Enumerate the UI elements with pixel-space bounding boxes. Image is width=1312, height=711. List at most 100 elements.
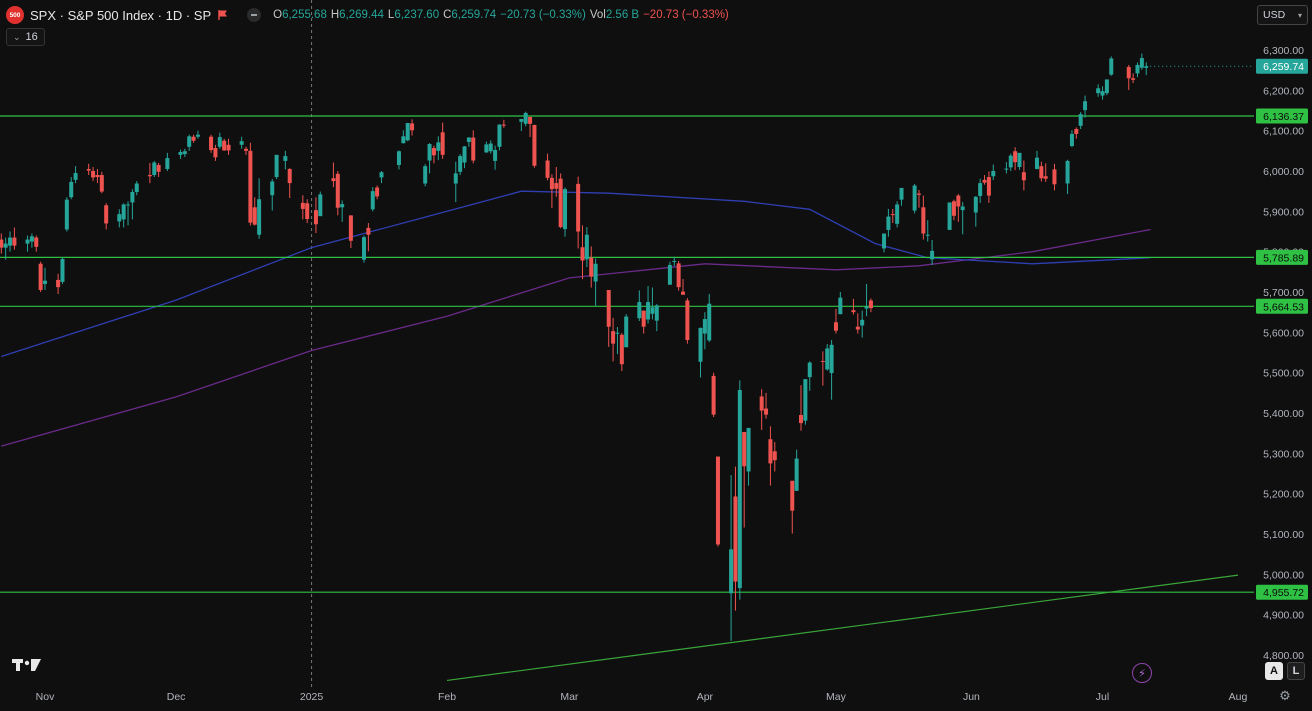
time-axis[interactable]: Nov Dec 2025 Feb Mar Apr May Jun Jul Aug	[36, 691, 1248, 703]
candle-body	[8, 237, 13, 246]
log-scale-button[interactable]: L	[1287, 662, 1305, 680]
candle	[99, 171, 104, 194]
candle	[1074, 127, 1079, 139]
candle	[248, 142, 253, 226]
candle-body	[1034, 157, 1039, 169]
symbol-title[interactable]: SPX · S&P 500 Index · 1D · SP	[30, 7, 212, 23]
candle	[1039, 161, 1044, 182]
ohlc-key: Vol	[589, 9, 606, 21]
ohlc-item: C6,259.74	[443, 9, 496, 21]
candle	[523, 111, 528, 127]
crosshair-layer	[311, 0, 1252, 688]
currency-selector[interactable]: USD ▾	[1257, 5, 1308, 25]
candle	[497, 124, 502, 151]
candle	[34, 235, 39, 252]
candle-body	[117, 214, 122, 222]
candle	[318, 191, 323, 217]
candle-body	[471, 137, 476, 161]
candle-body	[956, 195, 961, 207]
candle-body	[165, 158, 170, 169]
time-tick-label: Feb	[438, 691, 456, 703]
candle	[982, 175, 987, 185]
candle	[270, 179, 275, 211]
trendline-layer[interactable]	[446, 574, 1239, 682]
auto-scale-button[interactable]: A	[1265, 662, 1283, 680]
candle	[423, 164, 428, 187]
candle	[799, 385, 804, 431]
candle-body	[283, 156, 288, 161]
candle-body	[523, 112, 528, 124]
candle	[868, 298, 873, 313]
candle	[60, 257, 65, 284]
candle	[239, 136, 244, 149]
time-tick-label: Dec	[167, 691, 186, 703]
candle	[134, 181, 139, 196]
candle-body	[978, 183, 983, 197]
candle-body	[440, 132, 445, 155]
candle	[209, 134, 214, 153]
candle-body	[29, 236, 34, 242]
price-tick-label: 4,800.00	[1263, 650, 1304, 662]
candle	[0, 233, 4, 254]
candle	[8, 231, 13, 252]
candle	[580, 225, 585, 280]
candle-body	[650, 307, 655, 314]
candle	[213, 144, 218, 161]
candle	[899, 187, 904, 206]
candle	[287, 168, 292, 199]
tradingview-logo-icon[interactable]	[12, 657, 42, 673]
candle	[1069, 130, 1074, 148]
flag-icon[interactable]	[217, 9, 229, 21]
candle-body	[195, 134, 200, 137]
candle-body	[803, 379, 808, 421]
candle	[746, 427, 751, 486]
candle-body	[226, 144, 231, 151]
candle-body	[833, 322, 838, 331]
candle	[916, 189, 921, 208]
candle-body	[305, 203, 310, 219]
candle-body	[331, 178, 336, 182]
candle	[1104, 79, 1109, 96]
candle	[462, 145, 467, 169]
candle	[38, 261, 43, 292]
candle-body	[916, 193, 921, 195]
horizontal-levels[interactable]	[0, 115, 1254, 593]
ohlc-key: L	[387, 9, 395, 21]
candle	[1135, 62, 1140, 78]
ohlc-key: C	[443, 9, 452, 21]
candle-body	[370, 191, 375, 210]
candle-body	[453, 173, 458, 184]
gear-icon[interactable]: ⚙	[1279, 688, 1291, 703]
candle	[86, 163, 91, 176]
candle-body	[1065, 160, 1070, 184]
ohlc-item: O6,255.68	[273, 9, 327, 21]
price-tick-label: 5,000.00	[1263, 569, 1304, 581]
candle-body	[737, 390, 742, 589]
support-trendline[interactable]	[446, 574, 1239, 682]
scale-buttons: A L	[1265, 662, 1305, 680]
lightning-icon[interactable]: ⚡	[1132, 663, 1152, 683]
candle	[825, 344, 830, 371]
ma-purple-line	[1, 228, 1151, 447]
candle	[1008, 153, 1013, 171]
candle-body	[436, 142, 441, 151]
candle	[156, 162, 161, 178]
sp500-logo: 500	[6, 6, 24, 24]
candle-body	[375, 187, 380, 197]
candle	[471, 130, 476, 164]
collapse-legend-button[interactable]	[247, 8, 262, 22]
symbol-header: 500 SPX · S&P 500 Index · 1D · SP O6,255…	[6, 5, 729, 25]
candle-body	[466, 137, 471, 142]
ma-blue-line	[1, 190, 1151, 358]
candle-body	[646, 302, 651, 320]
candle	[178, 149, 183, 159]
candle-body	[991, 171, 996, 177]
candle	[947, 202, 952, 230]
candle	[3, 237, 8, 260]
candle	[458, 154, 463, 176]
candle	[1083, 95, 1088, 118]
indicators-toggle[interactable]: ⌄ 16	[6, 28, 45, 46]
candle-body	[178, 152, 183, 155]
price-axis[interactable]: 6,300.00 6,200.00 6,100.00 6,000.00 5,900.00…	[1263, 45, 1304, 662]
